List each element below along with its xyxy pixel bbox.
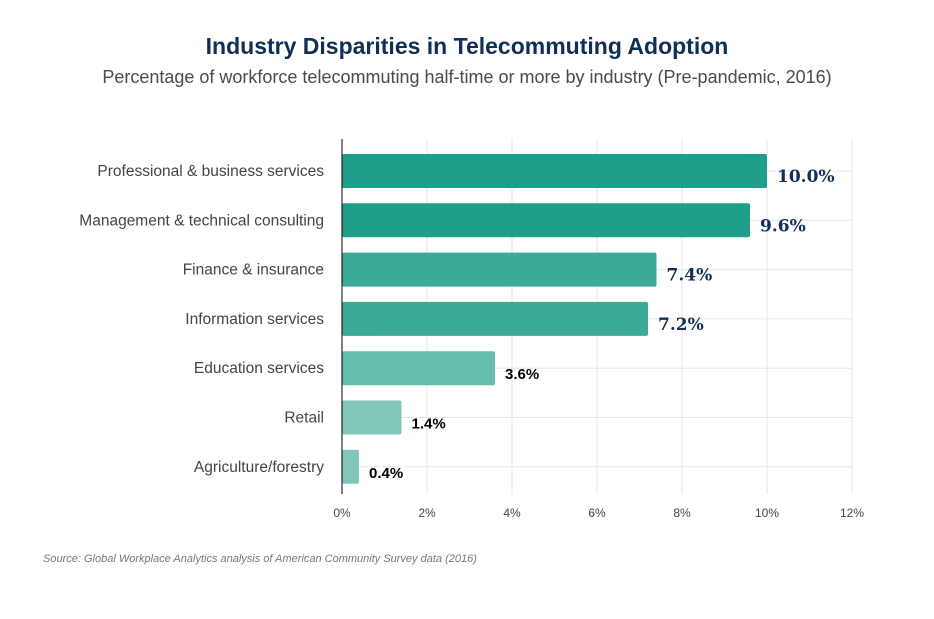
value-label: 0.4% <box>369 465 403 482</box>
category-label: Agriculture/forestry <box>194 459 324 476</box>
value-label: 10.0% <box>777 167 835 187</box>
category-label: Education services <box>194 360 324 377</box>
bar <box>342 301 648 336</box>
x-tick-label: 2% <box>418 506 436 520</box>
bar <box>342 252 657 287</box>
category-labels: Professional & business services Manageme… <box>79 163 324 476</box>
value-label: 7.4% <box>667 266 713 286</box>
x-tick-label: 0% <box>333 506 351 520</box>
x-tick-label: 6% <box>588 506 606 520</box>
value-label: 3.6% <box>505 366 539 383</box>
category-label: Management & technical consulting <box>79 212 324 229</box>
bar <box>342 400 402 435</box>
category-label: Retail <box>284 410 324 427</box>
bars <box>342 154 767 484</box>
value-label: 1.4% <box>412 416 446 433</box>
x-tick-label: 4% <box>503 506 521 520</box>
bar <box>342 203 750 238</box>
x-tick-label: 12% <box>840 506 864 520</box>
x-tick-labels: 0% 2% 4% 6% 8% 10% 12% <box>333 506 864 520</box>
category-label: Professional & business services <box>97 163 324 180</box>
bar <box>342 449 359 484</box>
source-note: Source: Global Workplace Analytics analy… <box>43 553 477 565</box>
chart-title: Industry Disparities in Telecommuting Ad… <box>205 33 729 59</box>
value-label: 7.2% <box>658 315 704 335</box>
value-label: 9.6% <box>760 216 806 236</box>
x-tick-label: 10% <box>755 506 779 520</box>
bar <box>342 154 767 188</box>
category-label: Finance & insurance <box>183 262 324 279</box>
category-label: Information services <box>185 311 324 328</box>
chart-subtitle: Percentage of workforce telecommuting ha… <box>102 67 832 87</box>
x-tick-label: 8% <box>673 506 691 520</box>
bar <box>342 351 495 386</box>
value-labels: 10.0% 9.6% 7.4% 7.2% 3.6% 1.4% 0.4% <box>369 167 835 482</box>
